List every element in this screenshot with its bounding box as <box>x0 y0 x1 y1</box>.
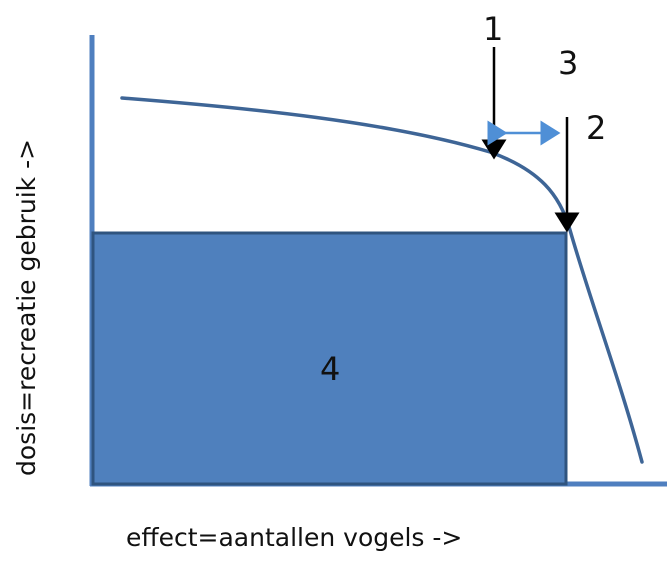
y-axis-label: dosis=recreatie gebruik -> <box>12 139 41 476</box>
label-4: 4 <box>320 350 340 388</box>
label-2: 2 <box>586 109 606 147</box>
x-axis-label: effect=aantallen vogels -> <box>126 523 462 552</box>
dose-effect-curve <box>120 96 644 464</box>
region-4-box <box>91 231 568 486</box>
label-3: 3 <box>558 44 578 82</box>
label-1: 1 <box>483 10 503 48</box>
